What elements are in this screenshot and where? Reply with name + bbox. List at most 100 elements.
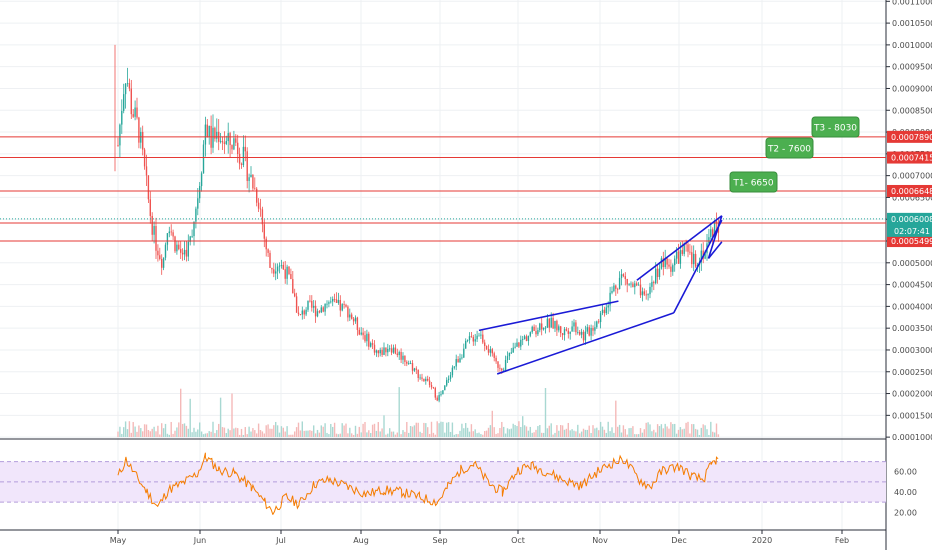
candle-body (356, 317, 359, 330)
volume-bar (677, 429, 680, 437)
candle-body (603, 309, 606, 314)
volume-bar (487, 427, 490, 437)
candle-body (465, 340, 467, 349)
candle-body (451, 367, 454, 376)
y-tick-label: 0.0004000 (892, 302, 932, 311)
candle-body (254, 188, 256, 190)
volume-bar (632, 426, 634, 437)
candle-body (145, 166, 148, 176)
candle-body (628, 284, 630, 285)
volume-bar (254, 430, 256, 437)
volume-bar (468, 431, 471, 437)
volume-bar (337, 434, 340, 437)
rsi-line (117, 452, 719, 515)
volume-bar (447, 422, 450, 437)
candle-body (409, 363, 412, 364)
candle-body (527, 335, 530, 341)
volume-bar (394, 434, 397, 437)
candle-body (233, 138, 235, 150)
volume-bar (311, 430, 313, 437)
volume-bar (428, 433, 431, 437)
volume-bar (197, 429, 199, 437)
time-axis[interactable]: May Jun Jul Aug Sep Oct Nov Dec 2020 Feb (110, 530, 849, 545)
candle-body (472, 337, 474, 342)
volume-bar (267, 424, 269, 437)
candle-body (351, 314, 353, 319)
candle-body (267, 249, 269, 253)
candle-body (434, 388, 436, 398)
candle-body (461, 357, 463, 359)
candle-body (138, 117, 140, 143)
price-axis[interactable]: 0.0001000 0.0001500 0.0002000 0.0002500 0.00… (886, 0, 932, 550)
candle-body (607, 305, 609, 308)
candle-body (565, 329, 568, 331)
candle-body (541, 323, 543, 330)
candle-body (256, 188, 258, 203)
candle-body (352, 318, 355, 322)
candle-body (411, 363, 414, 371)
volume-bar (618, 424, 621, 437)
candle-body (313, 305, 315, 308)
candle-body (155, 226, 157, 251)
volume-bar (476, 433, 478, 437)
candle-body (168, 231, 170, 234)
candle-body (240, 163, 243, 165)
volume-bar (149, 431, 151, 437)
volume-bar (584, 429, 587, 437)
volume-bar (466, 427, 469, 437)
candle-body (117, 145, 119, 146)
y-tick-label: 0.0010000 (892, 41, 932, 50)
volume-bar (218, 423, 220, 437)
volume-bar (392, 431, 395, 437)
target-labels[interactable]: T1- 6650 T2 - 7600 T3 - 8030 (729, 116, 860, 193)
volume-bar (269, 428, 271, 437)
volume-bar (225, 433, 227, 437)
level-label: 0.0006648 (891, 187, 932, 196)
volume-bar (561, 425, 564, 437)
volume-bar (698, 434, 701, 437)
volume-bar (126, 429, 129, 437)
candle-body (592, 328, 594, 331)
volume-bar (504, 433, 507, 437)
volume-bar (206, 433, 208, 437)
volume-bar (689, 433, 691, 437)
volume-bar (216, 430, 218, 437)
target-box (729, 171, 778, 193)
candle-body (332, 298, 334, 302)
volume-bar (159, 434, 161, 437)
volume-bar (313, 425, 315, 437)
volume-bar (516, 426, 518, 437)
candle-body (428, 380, 431, 385)
current-price-label: 0.0006008 (891, 215, 932, 224)
candle-body (485, 346, 488, 349)
volume-bar (343, 425, 345, 437)
candle-body (525, 336, 528, 341)
volume-bar (637, 434, 640, 437)
volume-bar (147, 429, 150, 437)
volume-bar (542, 432, 545, 437)
y-tick-label: 0.0002500 (892, 368, 932, 377)
countdown-label: 02:07:41 (894, 227, 930, 236)
volume-bar (257, 423, 260, 437)
candle-body (195, 208, 197, 222)
candle-body (216, 131, 218, 139)
candle-body (147, 175, 150, 200)
volume-bar (219, 397, 222, 437)
volume-bar (128, 421, 131, 437)
candle-body (246, 151, 248, 181)
volume-bar (288, 434, 290, 437)
volume-bar (461, 423, 463, 437)
candle-body (229, 133, 231, 146)
level-label: 0.0005499 (891, 237, 932, 246)
candle-body (181, 252, 184, 255)
candle-body (567, 330, 569, 334)
y-tick-label: 0.0009000 (892, 84, 932, 93)
volume-bar (174, 430, 176, 437)
volume-bar (537, 426, 539, 437)
volume-bar (195, 431, 197, 437)
candle-body (470, 336, 473, 338)
candle-body (537, 330, 539, 335)
candle-body (438, 395, 440, 401)
candle-body (674, 258, 676, 266)
